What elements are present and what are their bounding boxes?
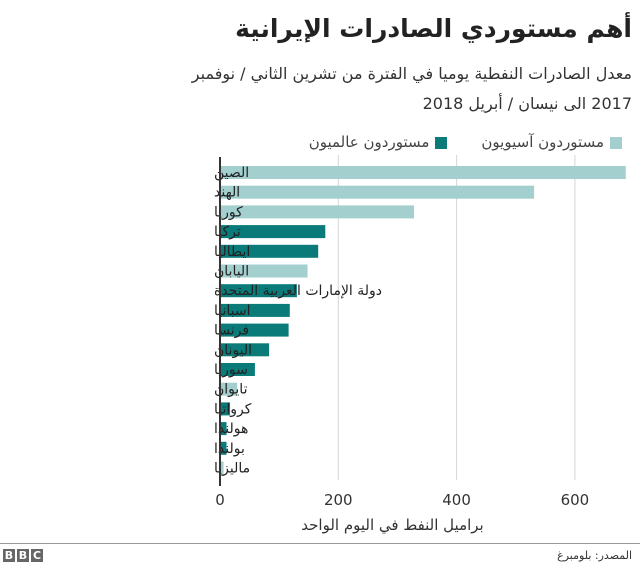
bar: [220, 441, 227, 455]
bar: [220, 284, 297, 298]
category-label: ايطاليا: [214, 244, 250, 260]
category-label: كرواتيا: [214, 401, 252, 417]
x-axis-label: براميل النفط في اليوم الواحد: [301, 516, 483, 535]
bar: [220, 363, 255, 376]
category-label: اليونان: [214, 342, 252, 358]
legend-label: مستوردون عالميون: [308, 133, 430, 151]
bar: [220, 225, 326, 239]
x-tick-label: 200: [324, 491, 353, 509]
bar: [220, 323, 289, 337]
bar: [220, 402, 231, 416]
category-label: بولندا: [214, 441, 245, 457]
x-tick-label: 400: [442, 491, 471, 509]
bar-chart: 0 200 400 600 الصين الهند كوريا تركيا ايطاليا الي…: [214, 155, 626, 535]
category-label: سوريا: [214, 362, 248, 378]
legend-item-global: مستوردون عالميون: [309, 133, 448, 151]
bar: [220, 422, 227, 436]
category-label: فرنسا: [214, 323, 249, 339]
footer-divider: [0, 543, 640, 544]
x-tick-label: 0: [215, 491, 225, 509]
category-label: اليابان: [214, 264, 249, 280]
bar: [220, 185, 535, 199]
legend-label: مستوردون آسيويون: [481, 133, 604, 151]
bar: [220, 461, 224, 475]
legend-swatch-asian: [610, 136, 622, 149]
category-label: دولة الإمارات العربية المتحدة: [214, 283, 382, 299]
bar: [220, 166, 626, 179]
category-label: تركيا: [214, 224, 241, 240]
category-label: ماليزيا: [214, 461, 250, 477]
bar: [220, 382, 238, 396]
x-tick-label: 600: [561, 491, 590, 509]
chart-subtitle: معدل الصادرات النفطية يوميا في الفترة من…: [191, 64, 632, 83]
chart-subtitle-line2: 2017 الى نيسان / أبريل 2018: [422, 94, 632, 113]
category-label: تايوان: [214, 382, 248, 398]
legend-item-asian: مستوردون آسيويون: [481, 133, 622, 151]
category-label: كوريا: [214, 204, 243, 220]
category-label: الهند: [214, 185, 240, 201]
category-label: هولندا: [214, 421, 248, 437]
legend-swatch-global: [435, 136, 448, 149]
source-note: المصدر: بلومبرغ: [557, 549, 632, 562]
bar: [220, 244, 319, 258]
category-label: الصين: [214, 165, 249, 181]
category-label: اسبانيا: [214, 303, 251, 319]
bar: [220, 205, 415, 219]
bar: [220, 303, 290, 317]
chart-title: أهم مستوردي الصادرات الإيرانية: [235, 14, 632, 43]
legend: مستوردون آسيويون مستوردون عالميون: [309, 133, 622, 151]
bar: [220, 264, 308, 278]
bar: [220, 343, 270, 357]
